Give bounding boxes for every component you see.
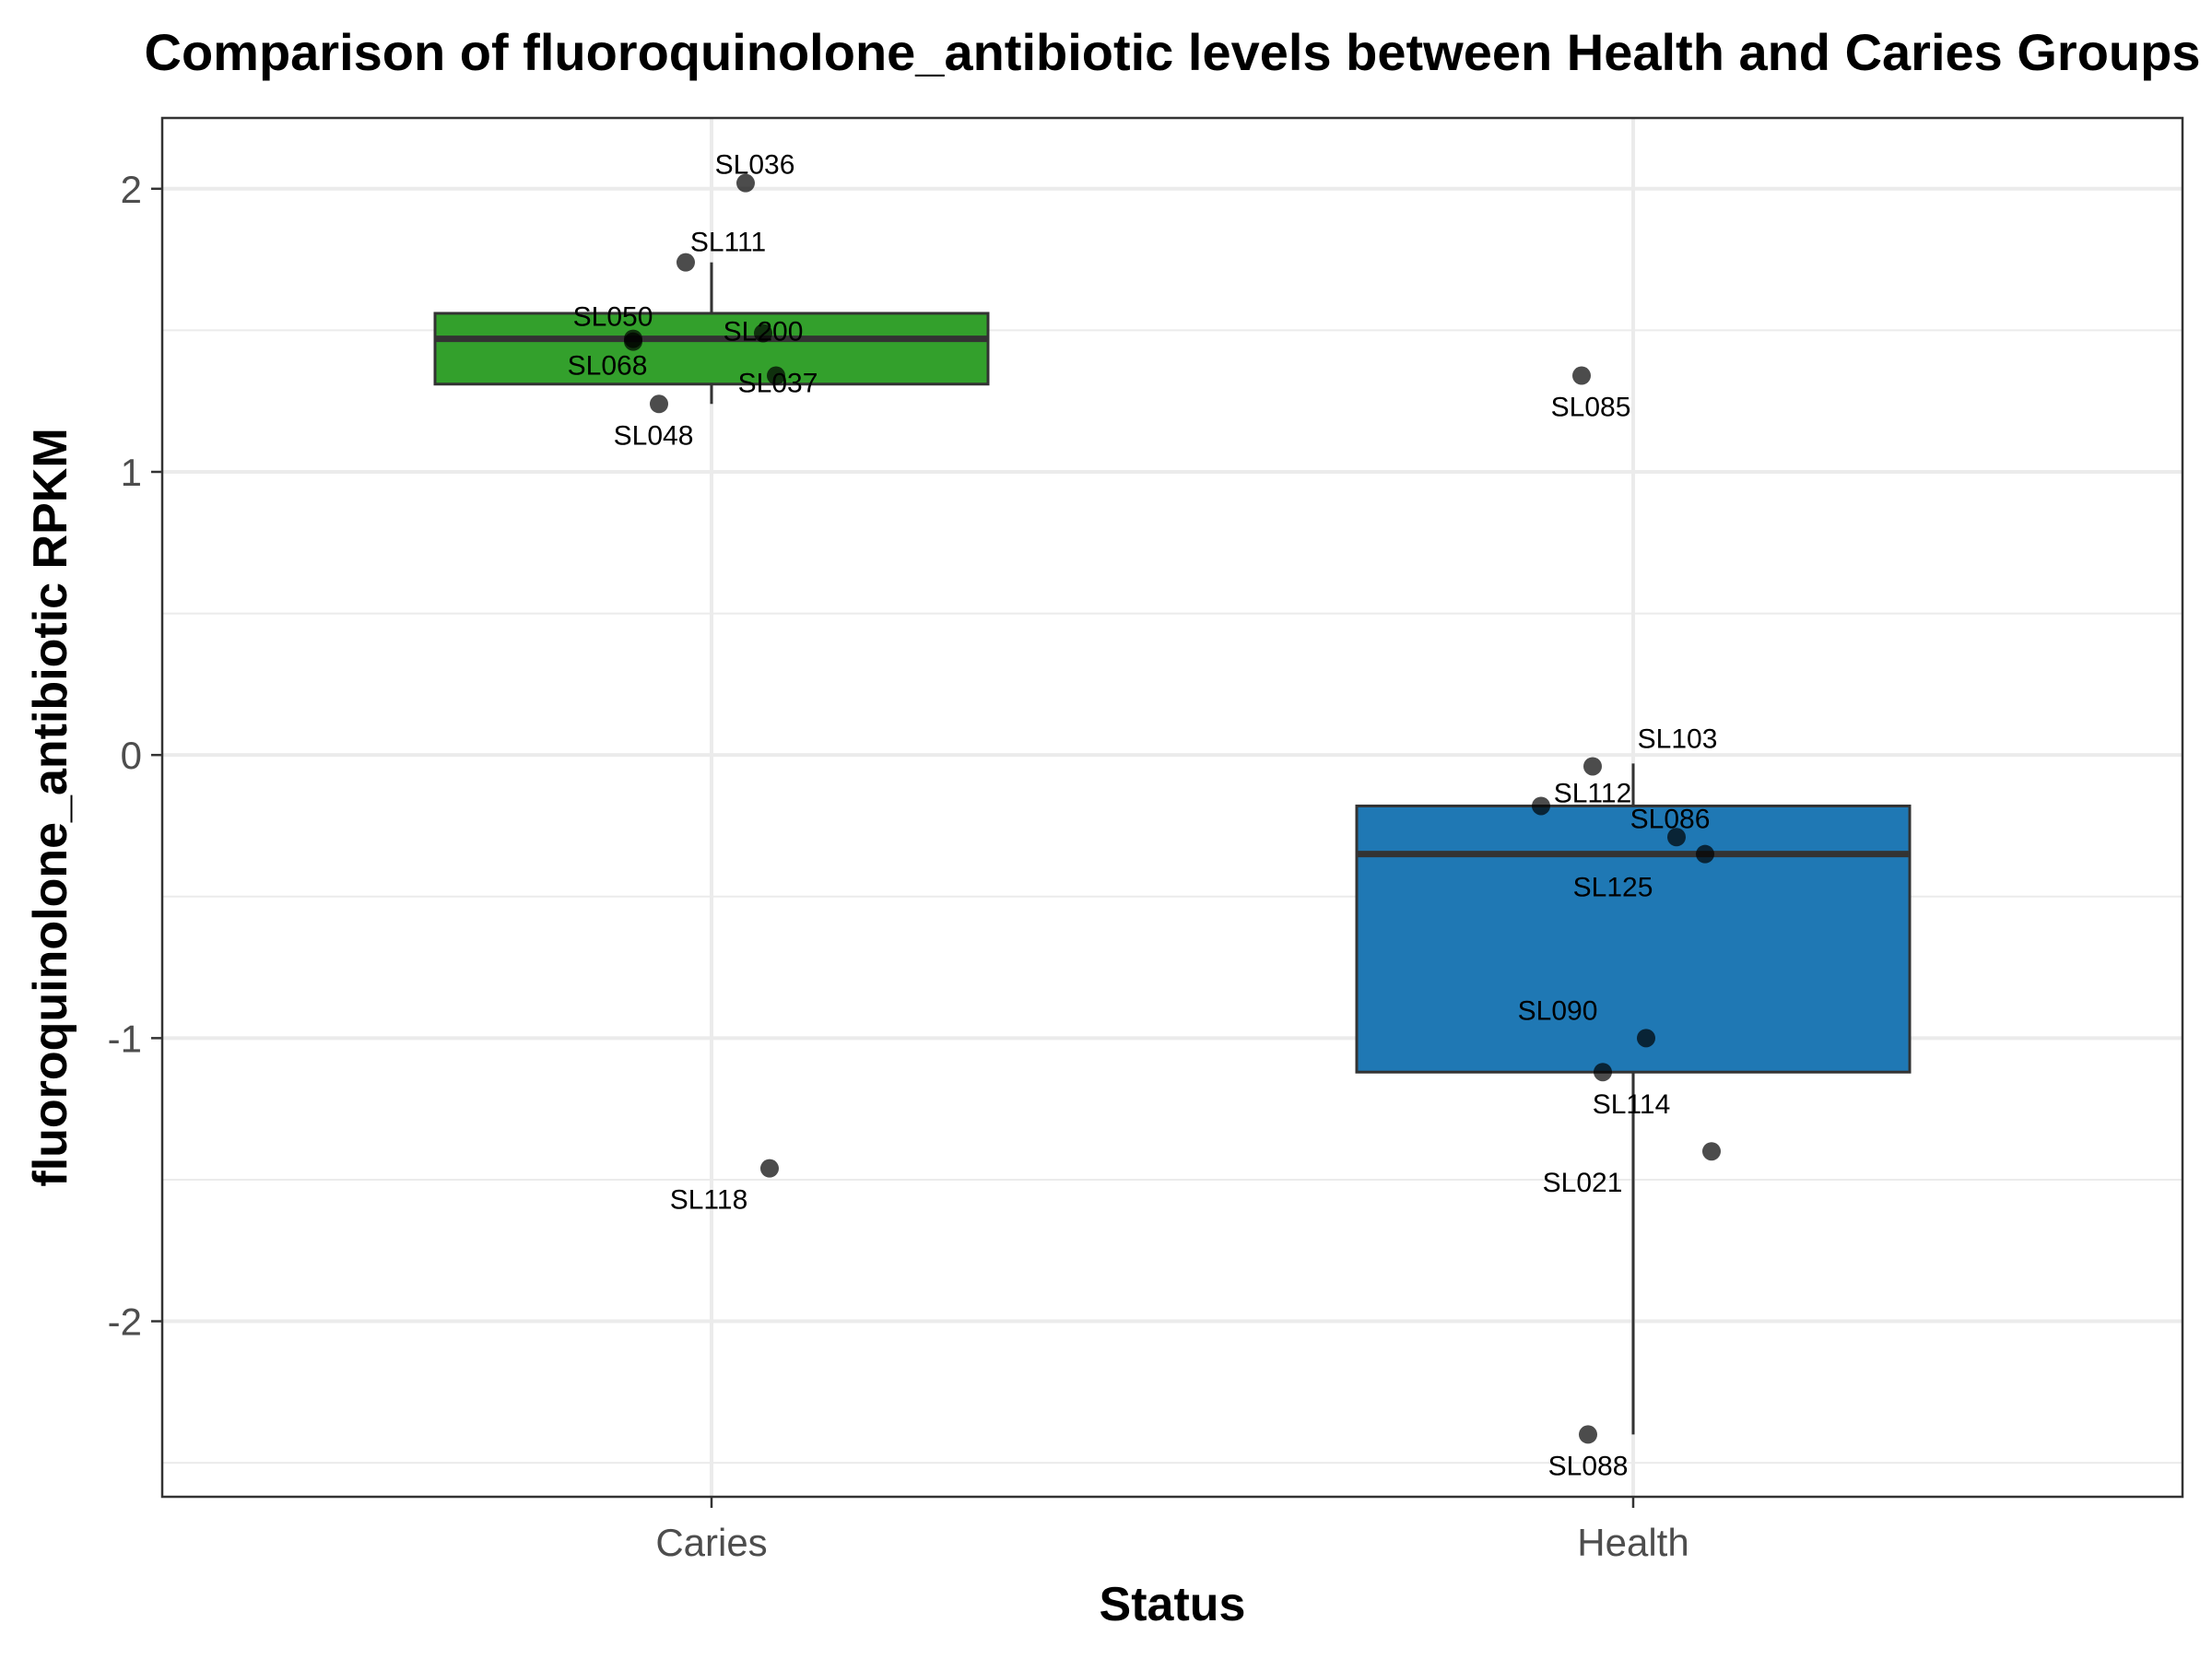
point-label: SL086 (1630, 804, 1711, 834)
data-point (624, 332, 642, 351)
point-label: SL125 (1573, 873, 1653, 903)
axes: -2 -1 0 1 2 Caries Health (108, 168, 1689, 1564)
data-point (736, 173, 755, 193)
data-point (1532, 796, 1550, 816)
plot-border (160, 116, 2184, 1499)
data-point (767, 366, 785, 385)
point-label: SL200 (724, 316, 804, 347)
y-tick-label: -2 (108, 1300, 142, 1344)
data-point (1572, 366, 1591, 385)
x-tick-label: Health (1577, 1521, 1688, 1564)
point-label: SL088 (1548, 1451, 1629, 1481)
data-point (1583, 757, 1602, 776)
y-tick-label: 0 (121, 734, 142, 777)
data-point (1579, 1425, 1597, 1444)
chart-title: Comparison of fluoroquinolone_antibiotic… (145, 23, 2201, 81)
y-axis-title: fluoroquinolone_antibiotic RPKM (24, 428, 77, 1186)
point-label: SL111 (690, 228, 766, 258)
point-label: SL118 (670, 1185, 748, 1216)
point-label: SL114 (1593, 1089, 1671, 1120)
point-label: SL068 (568, 351, 648, 382)
boxplot-caries (433, 262, 990, 405)
data-point (1637, 1029, 1655, 1048)
data-point (650, 394, 668, 414)
point-label: SL021 (1543, 1168, 1623, 1198)
point-labels: SL036 SL111 SL050 SL200 SL068 SL037 SL048 SL118… (568, 150, 1718, 1482)
y-tick-label: -1 (108, 1017, 142, 1060)
y-tick-label: 1 (121, 451, 142, 494)
point-label: SL050 (573, 302, 653, 333)
data-point (1594, 1063, 1612, 1082)
box-iqr (1355, 804, 1912, 1074)
data-point (754, 324, 772, 343)
data-point (1696, 844, 1714, 864)
point-label: SL090 (1518, 995, 1598, 1026)
boxplot-health (1355, 763, 1912, 1435)
point-label: SL048 (614, 420, 694, 451)
y-tick-label: 2 (121, 168, 142, 211)
x-tick-label: Caries (655, 1521, 767, 1564)
box-iqr (433, 312, 990, 386)
point-label: SL112 (1554, 778, 1632, 808)
point-label: SL037 (738, 369, 818, 399)
point-label: SL036 (715, 150, 795, 181)
data-point (760, 1159, 779, 1178)
point-label: SL103 (1638, 724, 1718, 754)
data-point (1667, 828, 1686, 847)
data-point (677, 253, 695, 272)
data-point (1702, 1142, 1721, 1161)
data-points (624, 173, 1721, 1444)
boxplots (433, 262, 1912, 1435)
point-label: SL085 (1551, 393, 1631, 423)
x-axis-title: Status (1100, 1578, 1246, 1631)
